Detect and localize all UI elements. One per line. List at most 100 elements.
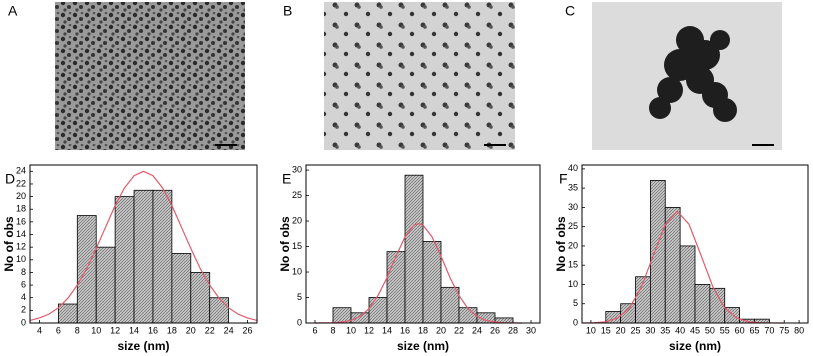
bar <box>694 284 711 324</box>
bar <box>171 253 192 324</box>
x-tick-label: 50 <box>705 325 715 335</box>
bar <box>422 241 442 324</box>
y-tick-label: 20 <box>16 191 26 201</box>
panel-label: C <box>565 3 575 19</box>
y-tick-label: 20 <box>292 215 302 225</box>
x-tick-label: 12 <box>110 325 120 335</box>
x-tick-label: 10 <box>91 325 101 335</box>
y-axis-label: No of obs <box>2 216 16 272</box>
y-tick-label: 30 <box>292 164 302 174</box>
y-tick-label: 35 <box>568 182 578 192</box>
bar <box>386 251 406 324</box>
y-tick-label: 2 <box>21 305 26 315</box>
y-tick-label: 15 <box>568 260 578 270</box>
bar <box>133 189 154 324</box>
y-axis-label: No of obs <box>554 216 568 272</box>
x-tick-label: 65 <box>749 325 759 335</box>
x-tick-label: 22 <box>454 325 464 335</box>
bar <box>404 174 424 324</box>
x-tick-label: 6 <box>312 325 317 335</box>
x-tick-label: 4 <box>37 325 42 335</box>
y-tick-label: 14 <box>16 229 26 239</box>
x-tick-label: 20 <box>186 325 196 335</box>
x-axis-label: size (nm) <box>669 339 721 353</box>
x-tick-label: 15 <box>601 325 611 335</box>
y-tick-label: 6 <box>21 279 26 289</box>
x-tick-label: 80 <box>794 325 804 335</box>
x-tick-label: 70 <box>764 325 774 335</box>
bar <box>679 245 696 324</box>
x-tick-label: 40 <box>675 325 685 335</box>
y-tick-label: 0 <box>21 317 26 327</box>
panel-label: B <box>283 3 292 19</box>
y-tick-label: 15 <box>292 241 302 251</box>
x-axis-label: size (nm) <box>117 339 169 353</box>
panel-label: A <box>8 3 18 19</box>
x-tick-label: 10 <box>586 325 596 335</box>
panel-label: D <box>5 171 15 187</box>
x-tick-label: 35 <box>660 325 670 335</box>
x-tick-label: 10 <box>346 325 356 335</box>
y-tick-label: 0 <box>573 317 578 327</box>
plot-frame <box>29 164 258 324</box>
x-tick-label: 6 <box>56 325 61 335</box>
y-tick-label: 25 <box>568 221 578 231</box>
x-tick-label: 24 <box>224 325 234 335</box>
y-tick-label: 30 <box>568 202 578 212</box>
plot-frame <box>305 164 541 324</box>
y-tick-label: 24 <box>16 166 26 176</box>
x-tick-label: 55 <box>720 325 730 335</box>
y-axis-label: No of obs <box>278 216 292 272</box>
bar <box>368 297 388 324</box>
image-b <box>324 2 515 150</box>
x-tick-label: 20 <box>436 325 446 335</box>
y-tick-label: 25 <box>292 190 302 200</box>
y-tick-label: 10 <box>292 266 302 276</box>
x-tick-label: 14 <box>129 325 139 335</box>
x-tick-label: 18 <box>418 325 428 335</box>
x-tick-label: 28 <box>508 325 518 335</box>
bar <box>649 180 666 324</box>
bar <box>57 303 78 324</box>
bar <box>95 246 116 324</box>
panel-label: F <box>559 171 568 187</box>
bar <box>664 206 681 324</box>
x-tick-label: 12 <box>364 325 374 335</box>
bar <box>209 297 230 324</box>
fit-curve <box>29 170 258 322</box>
x-axis-label: size (nm) <box>397 339 449 353</box>
y-tick-label: 0 <box>297 317 302 327</box>
x-tick-label: 18 <box>167 325 177 335</box>
x-tick-label: 25 <box>631 325 641 335</box>
y-tick-label: 10 <box>568 279 578 289</box>
x-tick-label: 8 <box>330 325 335 335</box>
x-tick-label: 16 <box>400 325 410 335</box>
bar <box>152 189 173 324</box>
y-tick-label: 40 <box>568 163 578 173</box>
x-tick-label: 22 <box>205 325 215 335</box>
y-tick-label: 22 <box>16 178 26 188</box>
x-tick-label: 26 <box>243 325 253 335</box>
x-tick-label: 45 <box>690 325 700 335</box>
image-a <box>55 2 245 150</box>
y-tick-label: 10 <box>16 254 26 264</box>
y-tick-label: 4 <box>21 292 26 302</box>
plot-frame <box>581 164 809 324</box>
y-tick-label: 5 <box>573 298 578 308</box>
x-tick-label: 20 <box>616 325 626 335</box>
y-tick-label: 5 <box>297 292 302 302</box>
bar <box>458 307 478 324</box>
x-tick-label: 75 <box>779 325 789 335</box>
x-tick-label: 30 <box>526 325 536 335</box>
fit-curve <box>314 222 523 324</box>
x-tick-label: 16 <box>148 325 158 335</box>
x-tick-label: 26 <box>490 325 500 335</box>
y-tick-label: 18 <box>16 204 26 214</box>
y-tick-label: 8 <box>21 267 26 277</box>
y-tick-label: 20 <box>568 240 578 250</box>
bar <box>440 286 460 324</box>
bar <box>114 196 135 324</box>
y-tick-label: 16 <box>16 216 26 226</box>
fit-curve <box>581 210 785 324</box>
